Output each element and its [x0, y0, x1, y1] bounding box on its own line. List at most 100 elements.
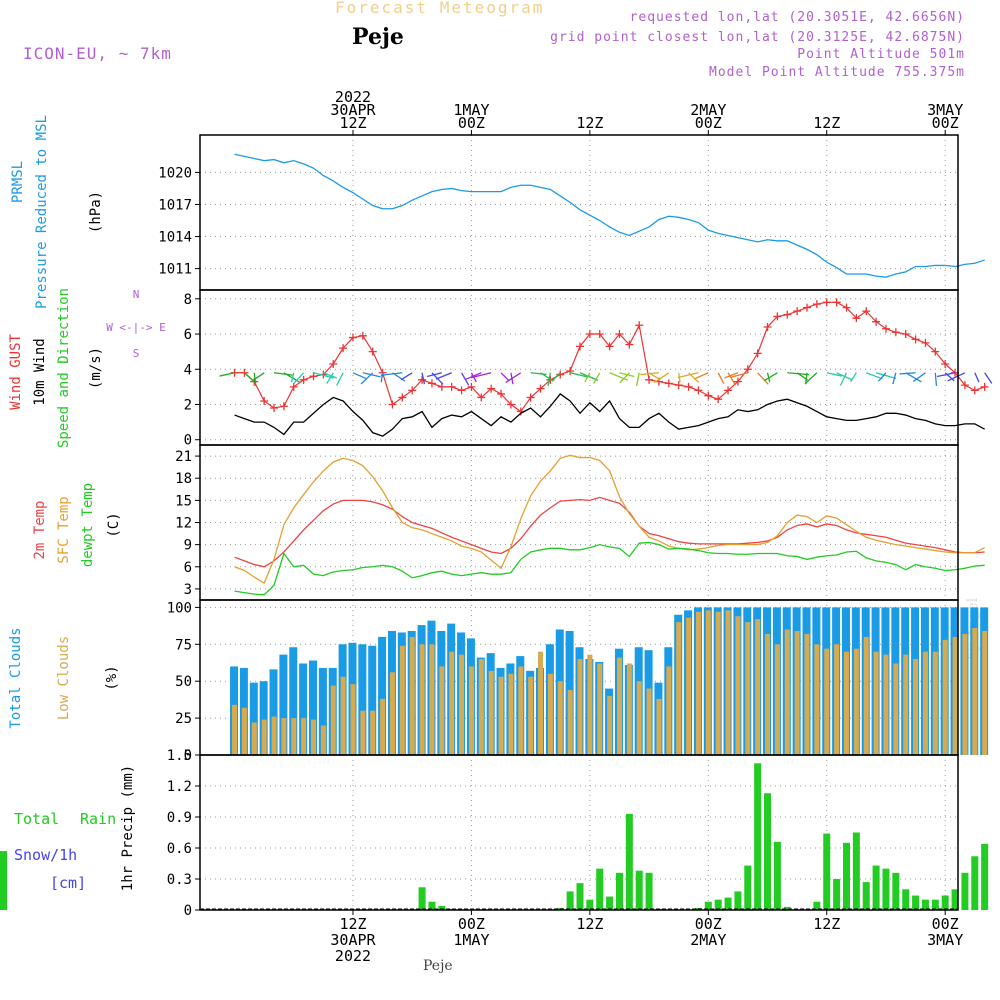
low-cloud-bar: [538, 651, 544, 755]
precip-bar: [813, 901, 821, 910]
wind-arrow: [380, 372, 403, 376]
gust-marker: [615, 330, 624, 339]
low-cloud-bar: [370, 710, 376, 755]
pressure-unit: (hPa): [88, 191, 104, 233]
total-cloud-bar: [309, 660, 318, 755]
y-tick-label: 4: [184, 362, 192, 378]
y-tick-label: 1.2: [167, 779, 192, 795]
low-cloud-bar: [261, 719, 267, 755]
wind-arrow: [326, 372, 334, 384]
precip-bar: [438, 905, 446, 910]
wind-arrow: [470, 372, 492, 379]
wind-arrow: [336, 372, 344, 386]
low-cloud-bar: [616, 657, 622, 755]
gust-marker: [368, 347, 377, 356]
low-cloud-bar: [765, 633, 771, 755]
wind-arrow: [290, 372, 295, 383]
total-cloud-bar: [378, 636, 387, 755]
gust-marker: [595, 330, 604, 339]
footer-location: Peje: [423, 958, 453, 974]
wind-arrow: [362, 372, 381, 378]
y-tick-label: 75: [175, 637, 192, 653]
gust-marker: [270, 404, 279, 413]
time-label-top: 1MAY: [453, 101, 489, 119]
precip-bar: [971, 856, 979, 910]
gust-marker: [358, 331, 367, 340]
wind-line: [234, 393, 985, 437]
time-label-bottom: 00Z: [695, 915, 722, 933]
low-cloud-bar: [646, 688, 652, 755]
time-label-bottom: 3MAY: [927, 931, 963, 949]
temp-sfc-label: SFC Temp: [56, 496, 72, 563]
precip-bar: [724, 897, 732, 910]
gust-marker: [497, 389, 506, 398]
gust-label: Wind GUST: [8, 334, 24, 410]
gust-marker: [753, 349, 762, 358]
low-cloud-bar: [399, 645, 405, 755]
y-tick-label: 1.5: [167, 748, 192, 764]
low-cloud-label: Low Clouds: [56, 636, 72, 720]
precip-bar: [586, 899, 594, 910]
wind-arrow: [609, 372, 629, 381]
gust-marker: [447, 382, 456, 391]
low-cloud-bar: [607, 695, 613, 755]
precip-bar: [862, 882, 870, 910]
pressure-label-long: Pressure Reduced to MSL: [34, 115, 50, 309]
wind-arrow: [934, 372, 938, 387]
low-cloud-bar: [547, 673, 553, 755]
wind-arrow: [569, 372, 588, 378]
low-cloud-bar: [676, 622, 682, 755]
gust-marker: [635, 321, 644, 330]
precip-bar: [576, 883, 584, 910]
panel-frame: [199, 289, 959, 446]
wind-arrow: [875, 372, 897, 379]
low-cloud-bar: [626, 663, 632, 755]
wind-arrow: [899, 372, 916, 375]
low-cloud-bar: [843, 651, 849, 755]
low-cloud-bar: [350, 684, 356, 755]
wind-arrow: [892, 372, 897, 385]
wind-arrow: [426, 372, 442, 378]
low-cloud-bar: [735, 616, 741, 755]
gust-marker: [674, 381, 683, 390]
y-tick-label: 100: [167, 600, 192, 616]
y-tick-label: 12: [175, 516, 192, 532]
y-tick-label: 0.3: [167, 872, 192, 888]
low-cloud-bar: [893, 663, 899, 755]
low-cloud-bar: [705, 610, 711, 755]
gust-marker: [931, 347, 940, 356]
y-tick-label: 6: [184, 327, 192, 343]
time-label-bottom: 00Z: [458, 915, 485, 933]
precip-bar: [961, 872, 969, 910]
time-label-bottom: 12Z: [813, 915, 840, 933]
gust-marker: [960, 381, 969, 390]
panel-frame: [199, 134, 959, 291]
gust-marker: [260, 396, 269, 405]
y-tick-label: 0.6: [167, 841, 192, 857]
precip-bar: [625, 813, 633, 910]
wind-arrow: [727, 372, 737, 386]
y-tick-label: 1011: [158, 262, 192, 278]
precip-bar: [941, 895, 949, 910]
y-tick-label: 1014: [158, 230, 192, 246]
gust-marker: [556, 370, 565, 379]
gust-marker: [803, 303, 812, 312]
wind-arrow: [360, 372, 374, 385]
wind-arrow: [460, 372, 470, 386]
low-cloud-bar: [873, 651, 879, 755]
temp-2m-label: 2m Temp: [32, 500, 48, 559]
wind-label: 10m Wind: [32, 338, 48, 405]
y-tick-label: 50: [175, 674, 192, 690]
low-cloud-bar: [942, 639, 948, 755]
precip-bar: [842, 842, 850, 910]
wind-unit: (m/s): [88, 347, 104, 389]
time-label-bottom: 12Z: [576, 915, 603, 933]
wind-arrow: [219, 372, 235, 377]
gust-marker: [872, 317, 881, 326]
y-tick-label: 1017: [158, 197, 192, 213]
total-cloud-bar: [269, 669, 278, 755]
total-cloud-label: Total Clouds: [8, 627, 24, 728]
precip-bar: [931, 899, 939, 910]
wind-arrow: [540, 372, 554, 382]
low-cloud-bar: [311, 719, 317, 755]
